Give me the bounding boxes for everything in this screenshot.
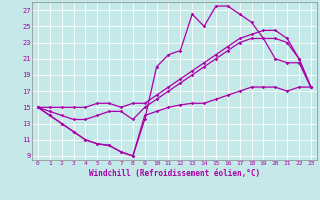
X-axis label: Windchill (Refroidissement éolien,°C): Windchill (Refroidissement éolien,°C) [89, 169, 260, 178]
